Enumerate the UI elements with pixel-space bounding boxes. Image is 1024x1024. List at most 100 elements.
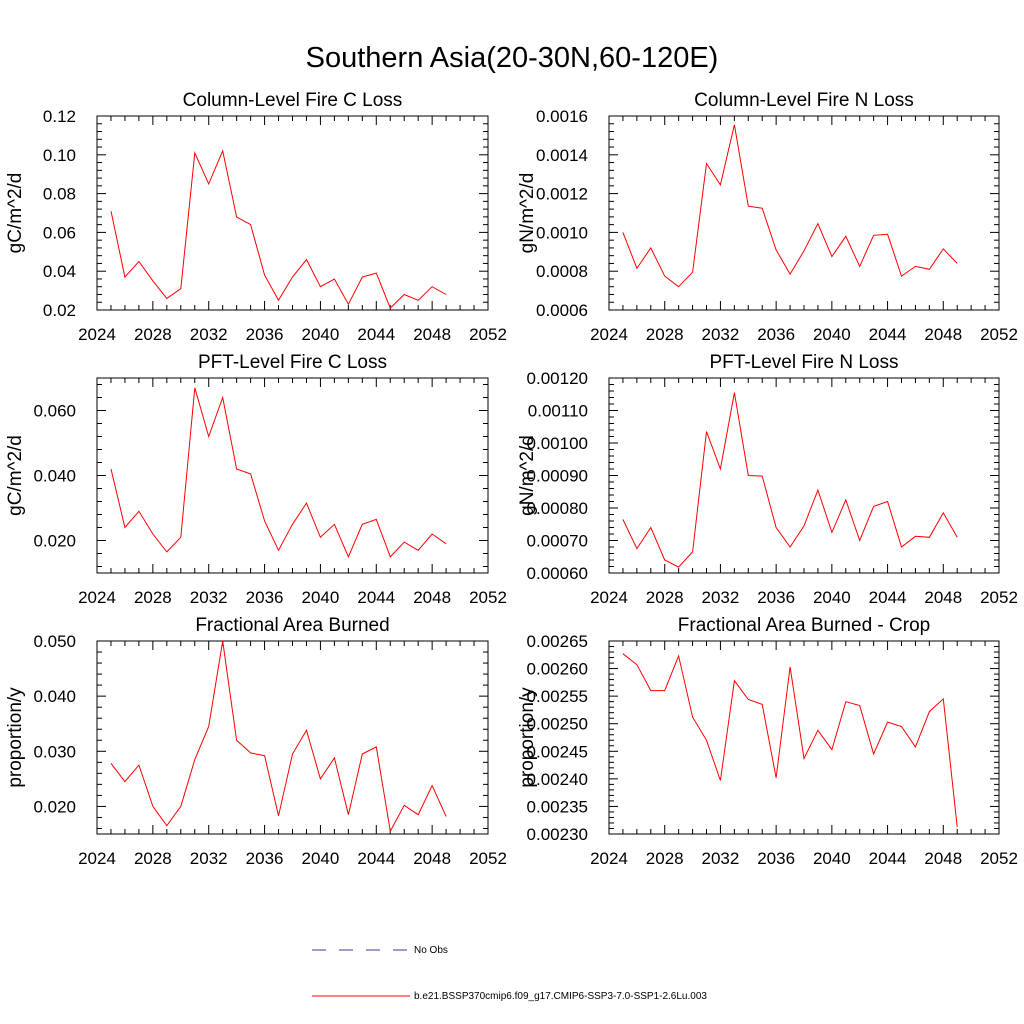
x-tick-label: 2024 [590,588,628,607]
y-tick-label: 0.040 [33,687,76,706]
chart-panel-3: PFT-Level Fire C Loss gC/m^2/d 2024 2028 203… [5,352,507,607]
y-tick-label: 0.060 [33,402,76,421]
x-tick-label: 2028 [646,325,684,344]
chart-panel-5: Fractional Area Burned proportion/y 2024 20… [5,615,507,868]
chart-panel-1: Column-Level Fire C Loss gC/m^2/d 2024 2028… [5,90,507,344]
y-tick-label: 0.040 [33,467,76,486]
series-line-1 [110,149,447,309]
x-tick-label: 2044 [357,849,395,868]
x-tick-label: 2036 [757,588,795,607]
x-tick-label: 2048 [924,849,962,868]
plot-frame [608,640,1000,835]
x-tick-label: 2032 [702,588,740,607]
plot-frame [96,377,489,574]
y-tick-label: 0.06 [43,223,76,242]
y-tick-label: 0.00250 [527,715,588,734]
x-tick-label: 2032 [190,588,228,607]
x-tick-label: 2040 [302,325,340,344]
legend-label-no-obs: No Obs [414,945,448,956]
y-axis-label: gC/m^2/d [5,173,26,254]
x-tick-label: 2048 [924,325,962,344]
panel-title: PFT-Level Fire C Loss [198,352,387,373]
y-tick-label: 0.020 [33,532,76,551]
x-tick-label: 2036 [246,849,284,868]
x-tick-label: 2044 [357,588,395,607]
plot-frame [608,115,1000,311]
y-axis-label: gC/m^2/d [5,435,26,516]
y-tick-label: 0.00120 [527,369,588,388]
y-axis-label: gN/m^2/d [517,173,538,254]
x-tick-label: 2032 [702,849,740,868]
y-axis-label: proportion/y [517,687,538,788]
series-line-1 [110,640,447,833]
panel-title: Column-Level Fire N Loss [694,90,914,111]
x-tick-label: 2024 [590,849,628,868]
x-tick-label: 2024 [78,588,116,607]
y-tick-label: 0.00090 [527,467,588,486]
x-tick-label: 2036 [757,849,795,868]
x-tick-label: 2036 [757,325,795,344]
y-tick-label: 0.0014 [536,146,588,165]
x-tick-label: 2028 [646,849,684,868]
x-tick-label: 2036 [246,588,284,607]
y-tick-label: 0.050 [33,632,76,651]
plot-frame [96,640,489,835]
x-tick-label: 2052 [980,588,1018,607]
series-line-1 [622,392,958,568]
x-tick-label: 2036 [246,325,284,344]
x-tick-label: 2032 [190,325,228,344]
x-tick-label: 2044 [869,588,907,607]
x-tick-label: 2048 [413,325,451,344]
x-tick-label: 2052 [469,325,507,344]
y-tick-label: 0.0010 [536,223,588,242]
y-tick-label: 0.00240 [527,770,588,789]
x-tick-label: 2032 [190,849,228,868]
x-tick-label: 2044 [357,325,395,344]
y-tick-label: 0.0006 [536,301,588,320]
x-tick-label: 2052 [469,849,507,868]
panel-title: Column-Level Fire C Loss [183,90,403,111]
x-tick-label: 2040 [302,849,340,868]
y-tick-label: 0.030 [33,742,76,761]
panel-grid: Column-Level Fire C Loss gC/m^2/d 2024 2028… [5,90,1018,868]
x-tick-label: 2024 [590,325,628,344]
panel-title: PFT-Level Fire N Loss [710,352,899,373]
y-tick-label: 0.00070 [527,532,588,551]
x-tick-label: 2048 [924,588,962,607]
x-tick-label: 2032 [702,325,740,344]
x-tick-label: 2048 [413,849,451,868]
y-tick-label: 0.00245 [527,742,588,761]
x-tick-label: 2044 [869,325,907,344]
y-tick-label: 0.020 [33,797,76,816]
y-tick-label: 0.00255 [527,687,588,706]
y-tick-label: 0.00110 [528,402,588,421]
x-tick-label: 2052 [980,849,1018,868]
x-tick-label: 2040 [813,588,851,607]
x-tick-label: 2028 [134,325,172,344]
y-tick-label: 0.04 [43,262,76,281]
panel-title: Fractional Area Burned [195,615,389,636]
panel-title: Fractional Area Burned - Crop [678,615,930,636]
plot-frame [608,377,1000,574]
chart-panel-6: Fractional Area Burned - Crop proportion/… [517,615,1018,868]
y-axis-label: proportion/y [5,687,26,788]
x-tick-label: 2052 [469,588,507,607]
y-tick-label: 0.0008 [536,262,588,281]
x-tick-label: 2024 [78,325,116,344]
y-tick-label: 0.00100 [527,434,588,453]
x-tick-label: 2040 [813,849,851,868]
x-tick-label: 2044 [869,849,907,868]
y-tick-label: 0.12 [43,107,76,126]
series-line-1 [110,387,447,559]
y-tick-label: 0.00260 [527,660,588,679]
y-tick-label: 0.00080 [527,499,588,518]
x-tick-label: 2028 [646,588,684,607]
series-line-1 [622,653,958,827]
y-tick-label: 0.10 [43,146,76,165]
y-tick-label: 0.08 [43,185,76,204]
y-tick-label: 0.00265 [527,632,588,651]
series-line-1 [622,124,958,288]
legend: No Obs b.e21.BSSP370cmip6.f09_g17.CMIP6-… [312,945,707,1002]
figure-title: Southern Asia(20-30N,60-120E) [306,42,719,74]
